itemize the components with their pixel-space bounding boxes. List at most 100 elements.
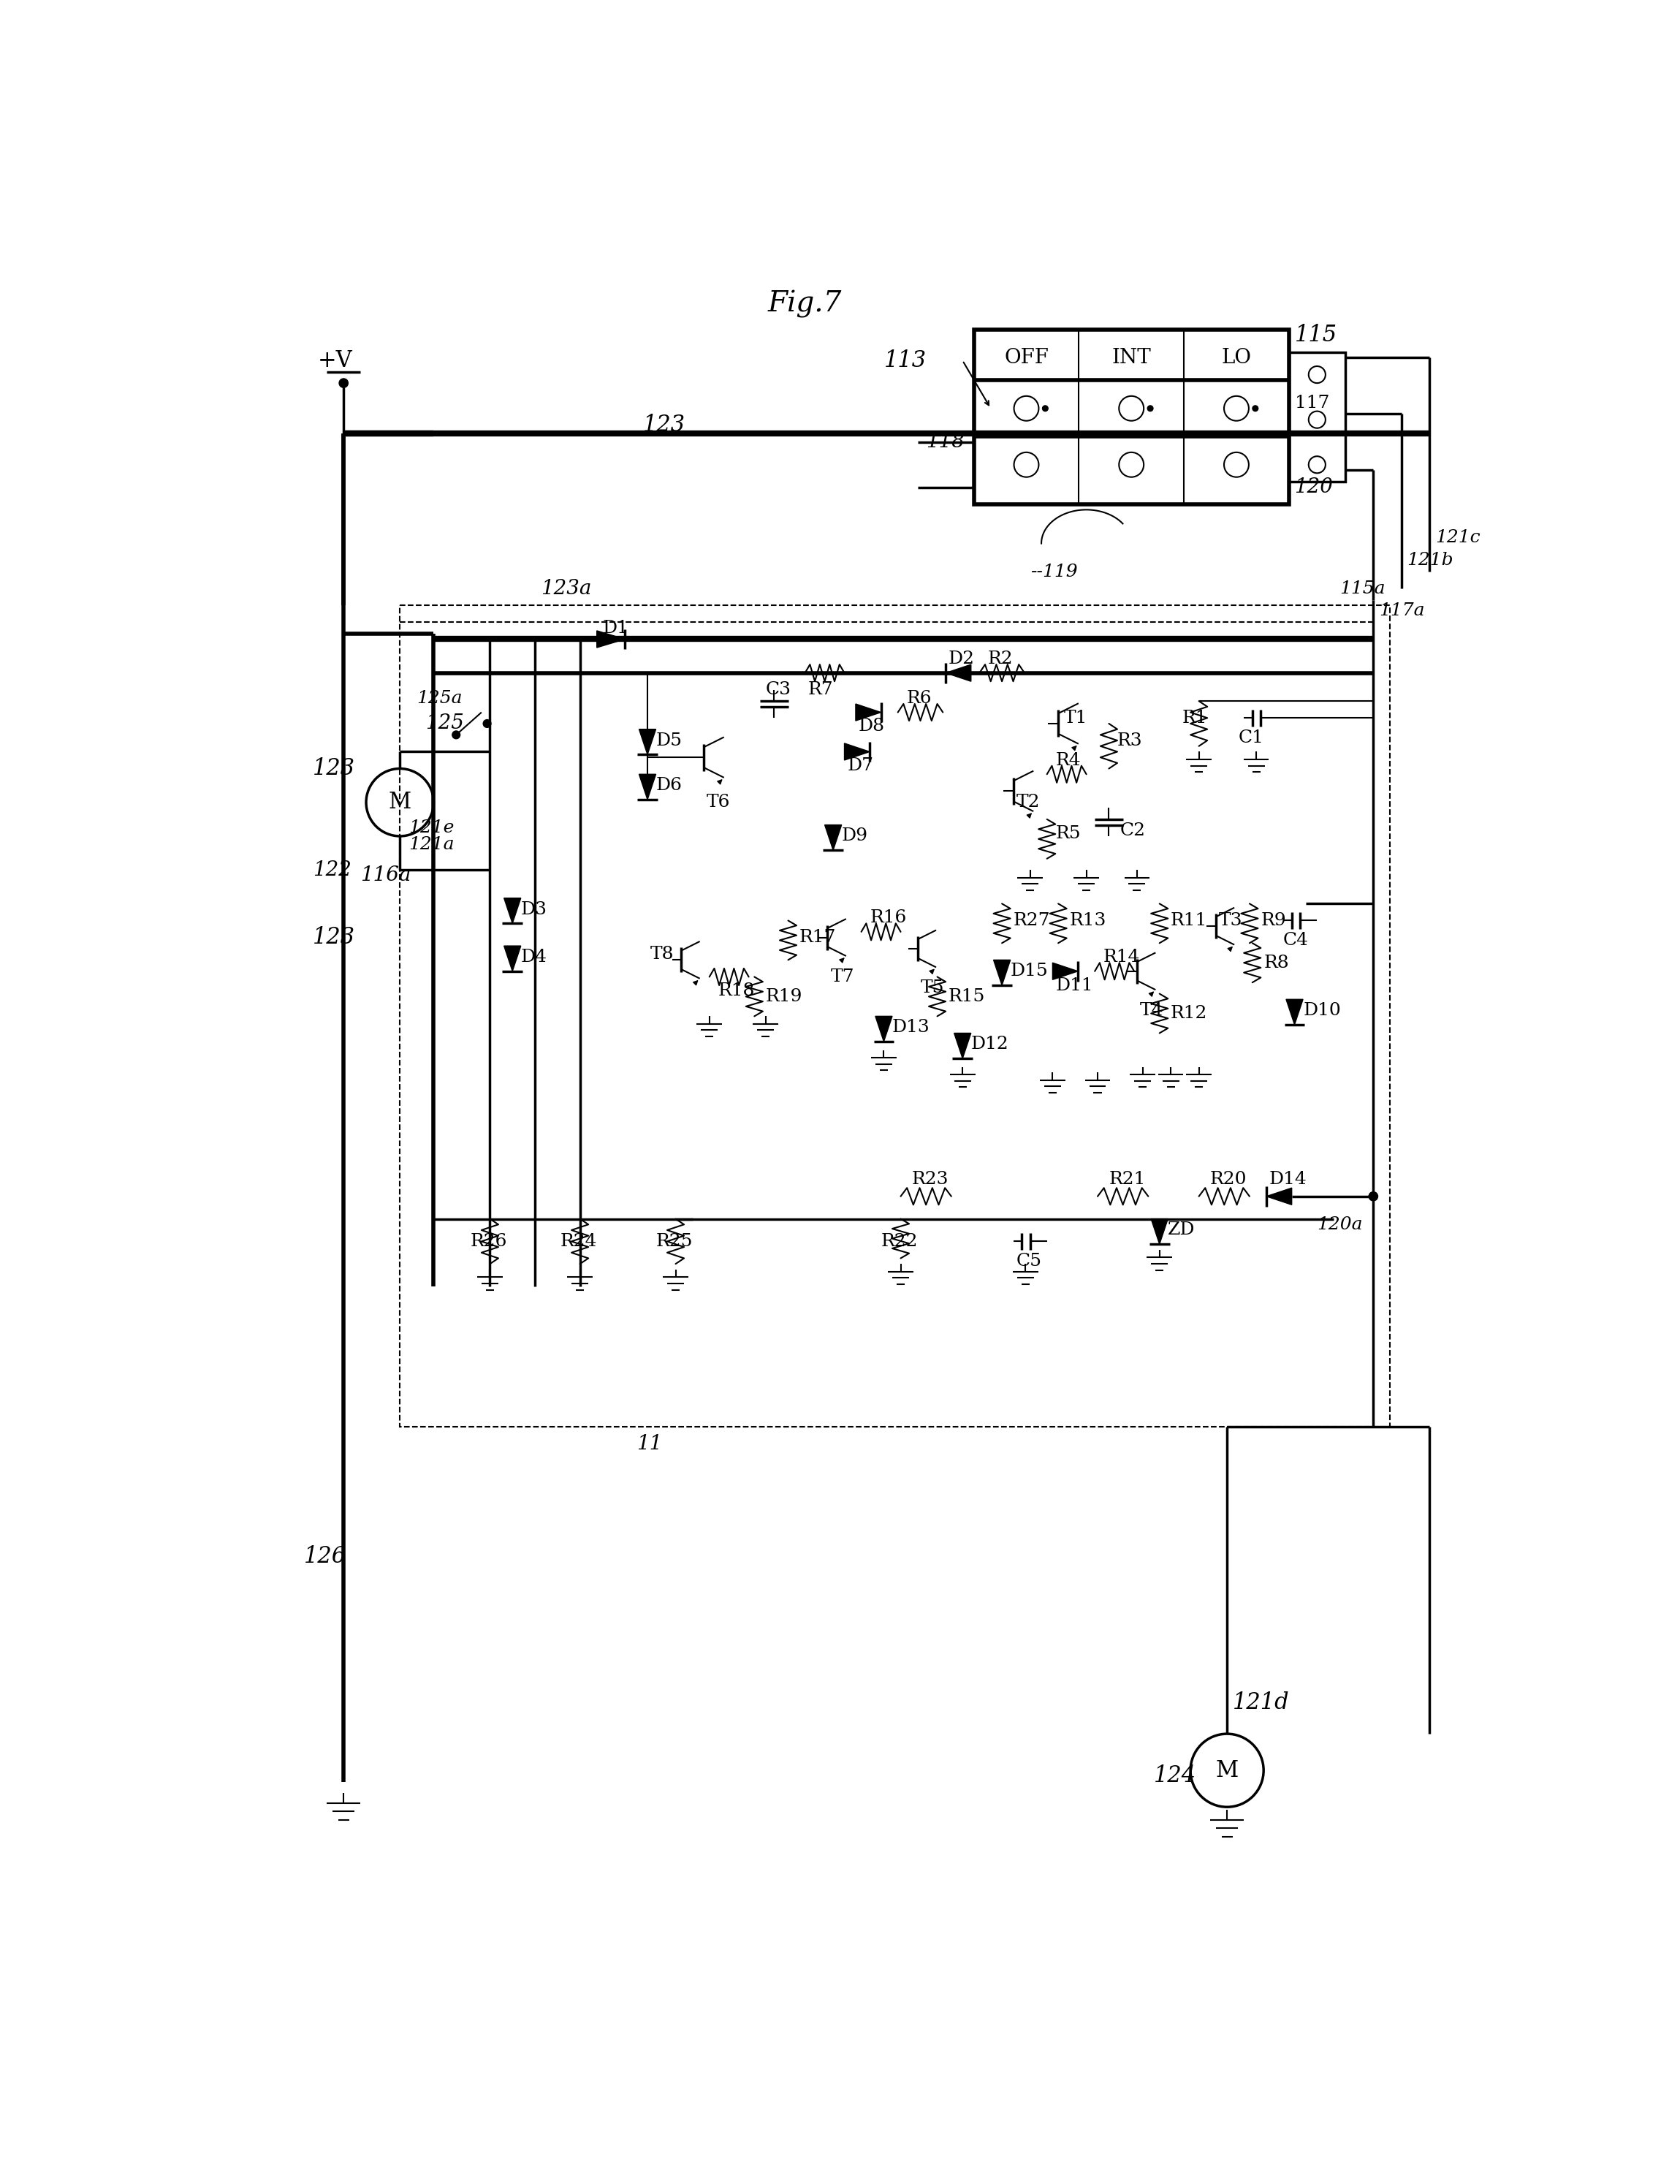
Polygon shape xyxy=(825,826,842,850)
Polygon shape xyxy=(1267,1188,1292,1206)
Text: 115: 115 xyxy=(1295,323,1337,347)
Text: 123a: 123a xyxy=(541,579,591,598)
Text: 122: 122 xyxy=(312,860,351,880)
Bar xyxy=(974,330,1289,505)
Text: 126: 126 xyxy=(304,1546,346,1568)
Text: R5: R5 xyxy=(1055,826,1080,841)
Circle shape xyxy=(1042,406,1048,411)
Circle shape xyxy=(484,721,491,727)
Text: 124: 124 xyxy=(1154,1765,1196,1787)
Polygon shape xyxy=(946,664,971,681)
Text: D13: D13 xyxy=(892,1020,931,1035)
Polygon shape xyxy=(596,631,625,649)
Text: T7: T7 xyxy=(830,968,853,985)
Polygon shape xyxy=(638,729,655,753)
Text: R3: R3 xyxy=(1117,732,1142,749)
Text: 121e: 121e xyxy=(408,819,454,836)
Text: R23: R23 xyxy=(912,1171,949,1188)
Text: Fig.7: Fig.7 xyxy=(768,290,842,319)
Polygon shape xyxy=(954,1033,971,1059)
Text: T5: T5 xyxy=(921,981,944,996)
Text: 123: 123 xyxy=(643,415,685,437)
Text: D12: D12 xyxy=(971,1035,1008,1053)
Text: ZD: ZD xyxy=(1168,1221,1196,1238)
Text: R14: R14 xyxy=(1104,948,1141,965)
Text: R11: R11 xyxy=(1171,913,1208,928)
Text: D5: D5 xyxy=(655,732,682,749)
Text: R1: R1 xyxy=(1183,710,1208,727)
Text: 125: 125 xyxy=(425,714,464,734)
Polygon shape xyxy=(845,743,870,760)
Text: R22: R22 xyxy=(880,1234,917,1249)
Text: M: M xyxy=(1216,1758,1238,1782)
Text: D9: D9 xyxy=(842,828,869,845)
Polygon shape xyxy=(1151,1219,1168,1245)
Text: LO: LO xyxy=(1221,347,1252,367)
Text: R6: R6 xyxy=(906,690,932,708)
Polygon shape xyxy=(1053,963,1079,981)
Text: 120: 120 xyxy=(1295,478,1334,498)
Text: D7: D7 xyxy=(847,758,874,773)
Text: C4: C4 xyxy=(1284,933,1309,948)
Text: R26: R26 xyxy=(470,1234,507,1249)
Text: 113: 113 xyxy=(884,349,926,371)
Text: 123: 123 xyxy=(312,926,354,948)
Text: +V: +V xyxy=(318,349,353,371)
Text: R24: R24 xyxy=(559,1234,596,1249)
Polygon shape xyxy=(855,703,880,721)
Text: 121b: 121b xyxy=(1408,553,1453,568)
Text: R18: R18 xyxy=(717,983,754,1000)
Circle shape xyxy=(1147,406,1152,411)
Text: INT: INT xyxy=(1112,347,1151,367)
Text: T1: T1 xyxy=(1063,710,1087,727)
Text: D4: D4 xyxy=(521,948,548,965)
Text: 117a: 117a xyxy=(1379,603,1425,620)
Bar xyxy=(1289,352,1346,483)
Text: D14: D14 xyxy=(1268,1171,1307,1188)
Text: 121d: 121d xyxy=(1233,1693,1289,1714)
Text: R27: R27 xyxy=(1013,913,1050,928)
Polygon shape xyxy=(875,1016,892,1042)
Text: 121c: 121c xyxy=(1435,529,1480,546)
Text: R21: R21 xyxy=(1109,1171,1146,1188)
Polygon shape xyxy=(504,946,521,972)
Text: OFF: OFF xyxy=(1005,347,1048,367)
Polygon shape xyxy=(504,898,521,924)
Text: R16: R16 xyxy=(870,909,907,926)
Text: R13: R13 xyxy=(1070,913,1107,928)
Text: D6: D6 xyxy=(655,778,682,795)
Text: D1: D1 xyxy=(603,620,628,636)
Circle shape xyxy=(1253,406,1258,411)
Text: C5: C5 xyxy=(1016,1254,1042,1269)
Text: R8: R8 xyxy=(1263,954,1289,972)
Polygon shape xyxy=(638,775,655,799)
Text: D15: D15 xyxy=(1010,963,1048,981)
Text: 121a: 121a xyxy=(408,836,454,854)
Text: 120a: 120a xyxy=(1317,1216,1362,1234)
Text: 115a: 115a xyxy=(1339,581,1386,596)
Text: C3: C3 xyxy=(766,681,791,699)
Text: 116a: 116a xyxy=(361,865,412,885)
Text: 11: 11 xyxy=(637,1435,662,1455)
Text: C2: C2 xyxy=(1121,821,1146,839)
Text: R20: R20 xyxy=(1210,1171,1247,1188)
Text: D8: D8 xyxy=(858,719,885,734)
Text: M: M xyxy=(388,791,412,815)
Polygon shape xyxy=(1287,1000,1304,1024)
Text: R4: R4 xyxy=(1055,751,1080,769)
Text: C1: C1 xyxy=(1238,729,1263,747)
Text: R17: R17 xyxy=(800,928,837,946)
Text: D10: D10 xyxy=(1304,1002,1341,1020)
Text: D3: D3 xyxy=(521,902,548,917)
Text: D2: D2 xyxy=(949,651,974,668)
Text: T8: T8 xyxy=(650,946,674,963)
Text: 125a: 125a xyxy=(417,690,462,708)
Text: T2: T2 xyxy=(1016,795,1040,810)
Text: T3: T3 xyxy=(1218,913,1242,928)
Text: R2: R2 xyxy=(988,651,1013,668)
Circle shape xyxy=(1369,1192,1378,1201)
Circle shape xyxy=(339,378,348,387)
Text: --119: --119 xyxy=(1030,563,1077,581)
Text: R15: R15 xyxy=(949,987,984,1005)
Text: T6: T6 xyxy=(707,795,731,810)
